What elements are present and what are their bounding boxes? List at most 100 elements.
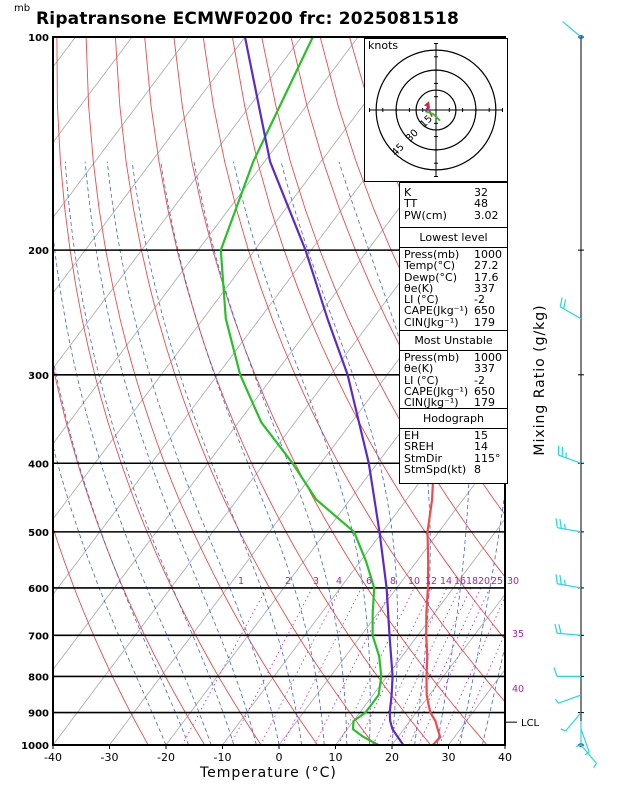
hodograph-trace bbox=[425, 110, 441, 122]
mixing-ratio-line bbox=[398, 587, 472, 745]
index-value: 1000 bbox=[474, 351, 502, 364]
mixing-ratio-label: 18 bbox=[466, 576, 478, 587]
indices-hodograph-section: Hodograph EH 15 SREH 14 StmDir 115° StmSpd(kt)… bbox=[400, 408, 507, 475]
index-value: 115° bbox=[474, 451, 501, 465]
dry-adiabat-line bbox=[554, 37, 618, 745]
wind-barb-staff bbox=[558, 694, 582, 704]
isotherm-line bbox=[0, 37, 19, 745]
isotherm-line bbox=[53, 37, 302, 370]
wind-barb-half-flag bbox=[554, 698, 559, 704]
wind-barb bbox=[555, 518, 582, 533]
wind-barb bbox=[562, 21, 582, 38]
pressure-tick-label: 800 bbox=[28, 672, 49, 683]
index-value: 337 bbox=[474, 281, 495, 295]
wind-barb-half-flag bbox=[564, 523, 566, 530]
index-value: 650 bbox=[474, 384, 495, 398]
wind-barb-flag bbox=[559, 574, 562, 585]
index-label: θe(K) bbox=[404, 281, 434, 295]
wind-profile bbox=[553, 21, 597, 769]
moist-adiabat-line bbox=[53, 357, 189, 745]
index-label: Temp(°C) bbox=[404, 259, 456, 273]
wind-barb-flag bbox=[563, 299, 567, 309]
index-label: CIN(Jkg⁻¹) bbox=[404, 396, 459, 410]
wind-barb bbox=[554, 623, 582, 636]
temperature-tick-label: -40 bbox=[44, 751, 62, 764]
index-value: 179 bbox=[474, 396, 495, 410]
pressure-tick-label: 200 bbox=[28, 246, 49, 257]
index-row: TT 48 bbox=[404, 197, 504, 211]
wind-barb-half-flag bbox=[560, 728, 566, 732]
index-value: 1000 bbox=[474, 248, 502, 261]
pressure-unit-label: mb bbox=[14, 3, 31, 14]
hodograph-storm-arrow bbox=[424, 101, 430, 109]
index-row: Temp(°C) 27.2 bbox=[404, 259, 503, 273]
index-label: θe(K) bbox=[404, 362, 434, 376]
index-label: TT bbox=[404, 197, 418, 211]
index-label: CAPE(Jkg⁻¹) bbox=[404, 304, 469, 318]
wind-barb bbox=[555, 574, 582, 589]
index-row: θe(K) 337 bbox=[404, 281, 503, 295]
hodograph-trace bbox=[424, 106, 429, 112]
index-row: EH 15 bbox=[404, 430, 503, 442]
index-row: CIN(Jkg⁻¹) 179 bbox=[404, 316, 503, 328]
mixing-ratio-label: 6 bbox=[366, 576, 372, 587]
isotherm-line bbox=[278, 442, 505, 745]
mixing-ratio-line bbox=[456, 632, 505, 745]
index-row: θe(K) 337 bbox=[404, 362, 503, 376]
index-value: 32 bbox=[474, 186, 488, 199]
wind-barb-flag bbox=[554, 623, 558, 634]
pressure-tick-label: 1000 bbox=[21, 741, 49, 752]
moist-adiabat-line bbox=[53, 444, 167, 745]
mixing-ratio-label: 2 bbox=[285, 576, 291, 587]
wind-barb bbox=[557, 445, 582, 464]
isotherm-line bbox=[53, 37, 246, 294]
chart-title: Ripatransone ECMWF0200 frc: 2025081518 bbox=[36, 9, 460, 29]
index-row: CAPE(Jkg⁻¹) 650 bbox=[404, 304, 503, 318]
index-value: 48 bbox=[474, 197, 488, 211]
index-label: LI (°C) bbox=[404, 293, 439, 307]
mixing-ratio-label: 12 bbox=[425, 576, 437, 587]
dry-adiabat-line bbox=[114, 37, 375, 745]
index-value: -2 bbox=[474, 293, 485, 307]
mixing-ratio-line bbox=[260, 587, 341, 745]
index-row: LI (°C) -2 bbox=[404, 373, 503, 387]
index-row: LI (°C) -2 bbox=[404, 293, 503, 307]
indices-lowest-section: Lowest level Press(mb) 1000 Temp(°C) 27.2 De… bbox=[400, 227, 507, 328]
index-label: CAPE(Jkg⁻¹) bbox=[404, 384, 469, 398]
indices-top: K 32 TT 48 PW(cm) 3.02 bbox=[404, 187, 504, 221]
lcl-label: LCL bbox=[521, 718, 540, 729]
moist-adiabat-line bbox=[106, 161, 280, 745]
dry-adiabat-line bbox=[53, 526, 149, 745]
index-row: CIN(Jkg⁻¹) 179 bbox=[404, 396, 503, 410]
pressure-tick-label: 500 bbox=[28, 528, 49, 539]
wind-barb-half-flag bbox=[593, 763, 597, 769]
index-row: StmSpd(kt) 8 bbox=[404, 464, 503, 476]
index-value: 14 bbox=[474, 440, 488, 454]
mixing-ratio-label: 4 bbox=[336, 576, 342, 587]
index-label: StmDir bbox=[404, 451, 443, 465]
skew-temp-label: 35 bbox=[512, 629, 524, 640]
index-row: PW(cm) 3.02 bbox=[404, 209, 504, 221]
mixing-ratio-label: 10 bbox=[408, 576, 420, 587]
moist-adiabat-line bbox=[280, 161, 399, 745]
moist-adiabat-line bbox=[131, 161, 302, 745]
isotherm-line bbox=[391, 593, 505, 745]
wind-barb-staff bbox=[580, 744, 597, 764]
pressure-tick-label: 300 bbox=[28, 371, 49, 382]
mixing-ratio-label: 20 bbox=[478, 576, 490, 587]
wind-barb-half-flag bbox=[564, 579, 566, 586]
dry-adiabat-line bbox=[584, 37, 618, 745]
isotherm-line bbox=[335, 518, 505, 745]
index-value: 17.6 bbox=[474, 270, 499, 284]
hodograph-ring-label: 45 bbox=[390, 142, 407, 159]
wind-barb bbox=[580, 744, 597, 769]
isotherm-line bbox=[562, 37, 618, 745]
index-row: StmDir 115° bbox=[404, 451, 503, 465]
hodograph-units-label: knots bbox=[368, 39, 399, 52]
indices-panel: K 32 TT 48 PW(cm) 3.02 Lowest level Press(mb)… bbox=[399, 182, 508, 484]
index-value: -2 bbox=[474, 373, 485, 387]
profile-series-line bbox=[219, 37, 383, 745]
temperature-tick-label: 40 bbox=[498, 751, 512, 764]
wind-barb-flag bbox=[559, 297, 563, 307]
pressure-tick-label: 600 bbox=[28, 584, 49, 595]
